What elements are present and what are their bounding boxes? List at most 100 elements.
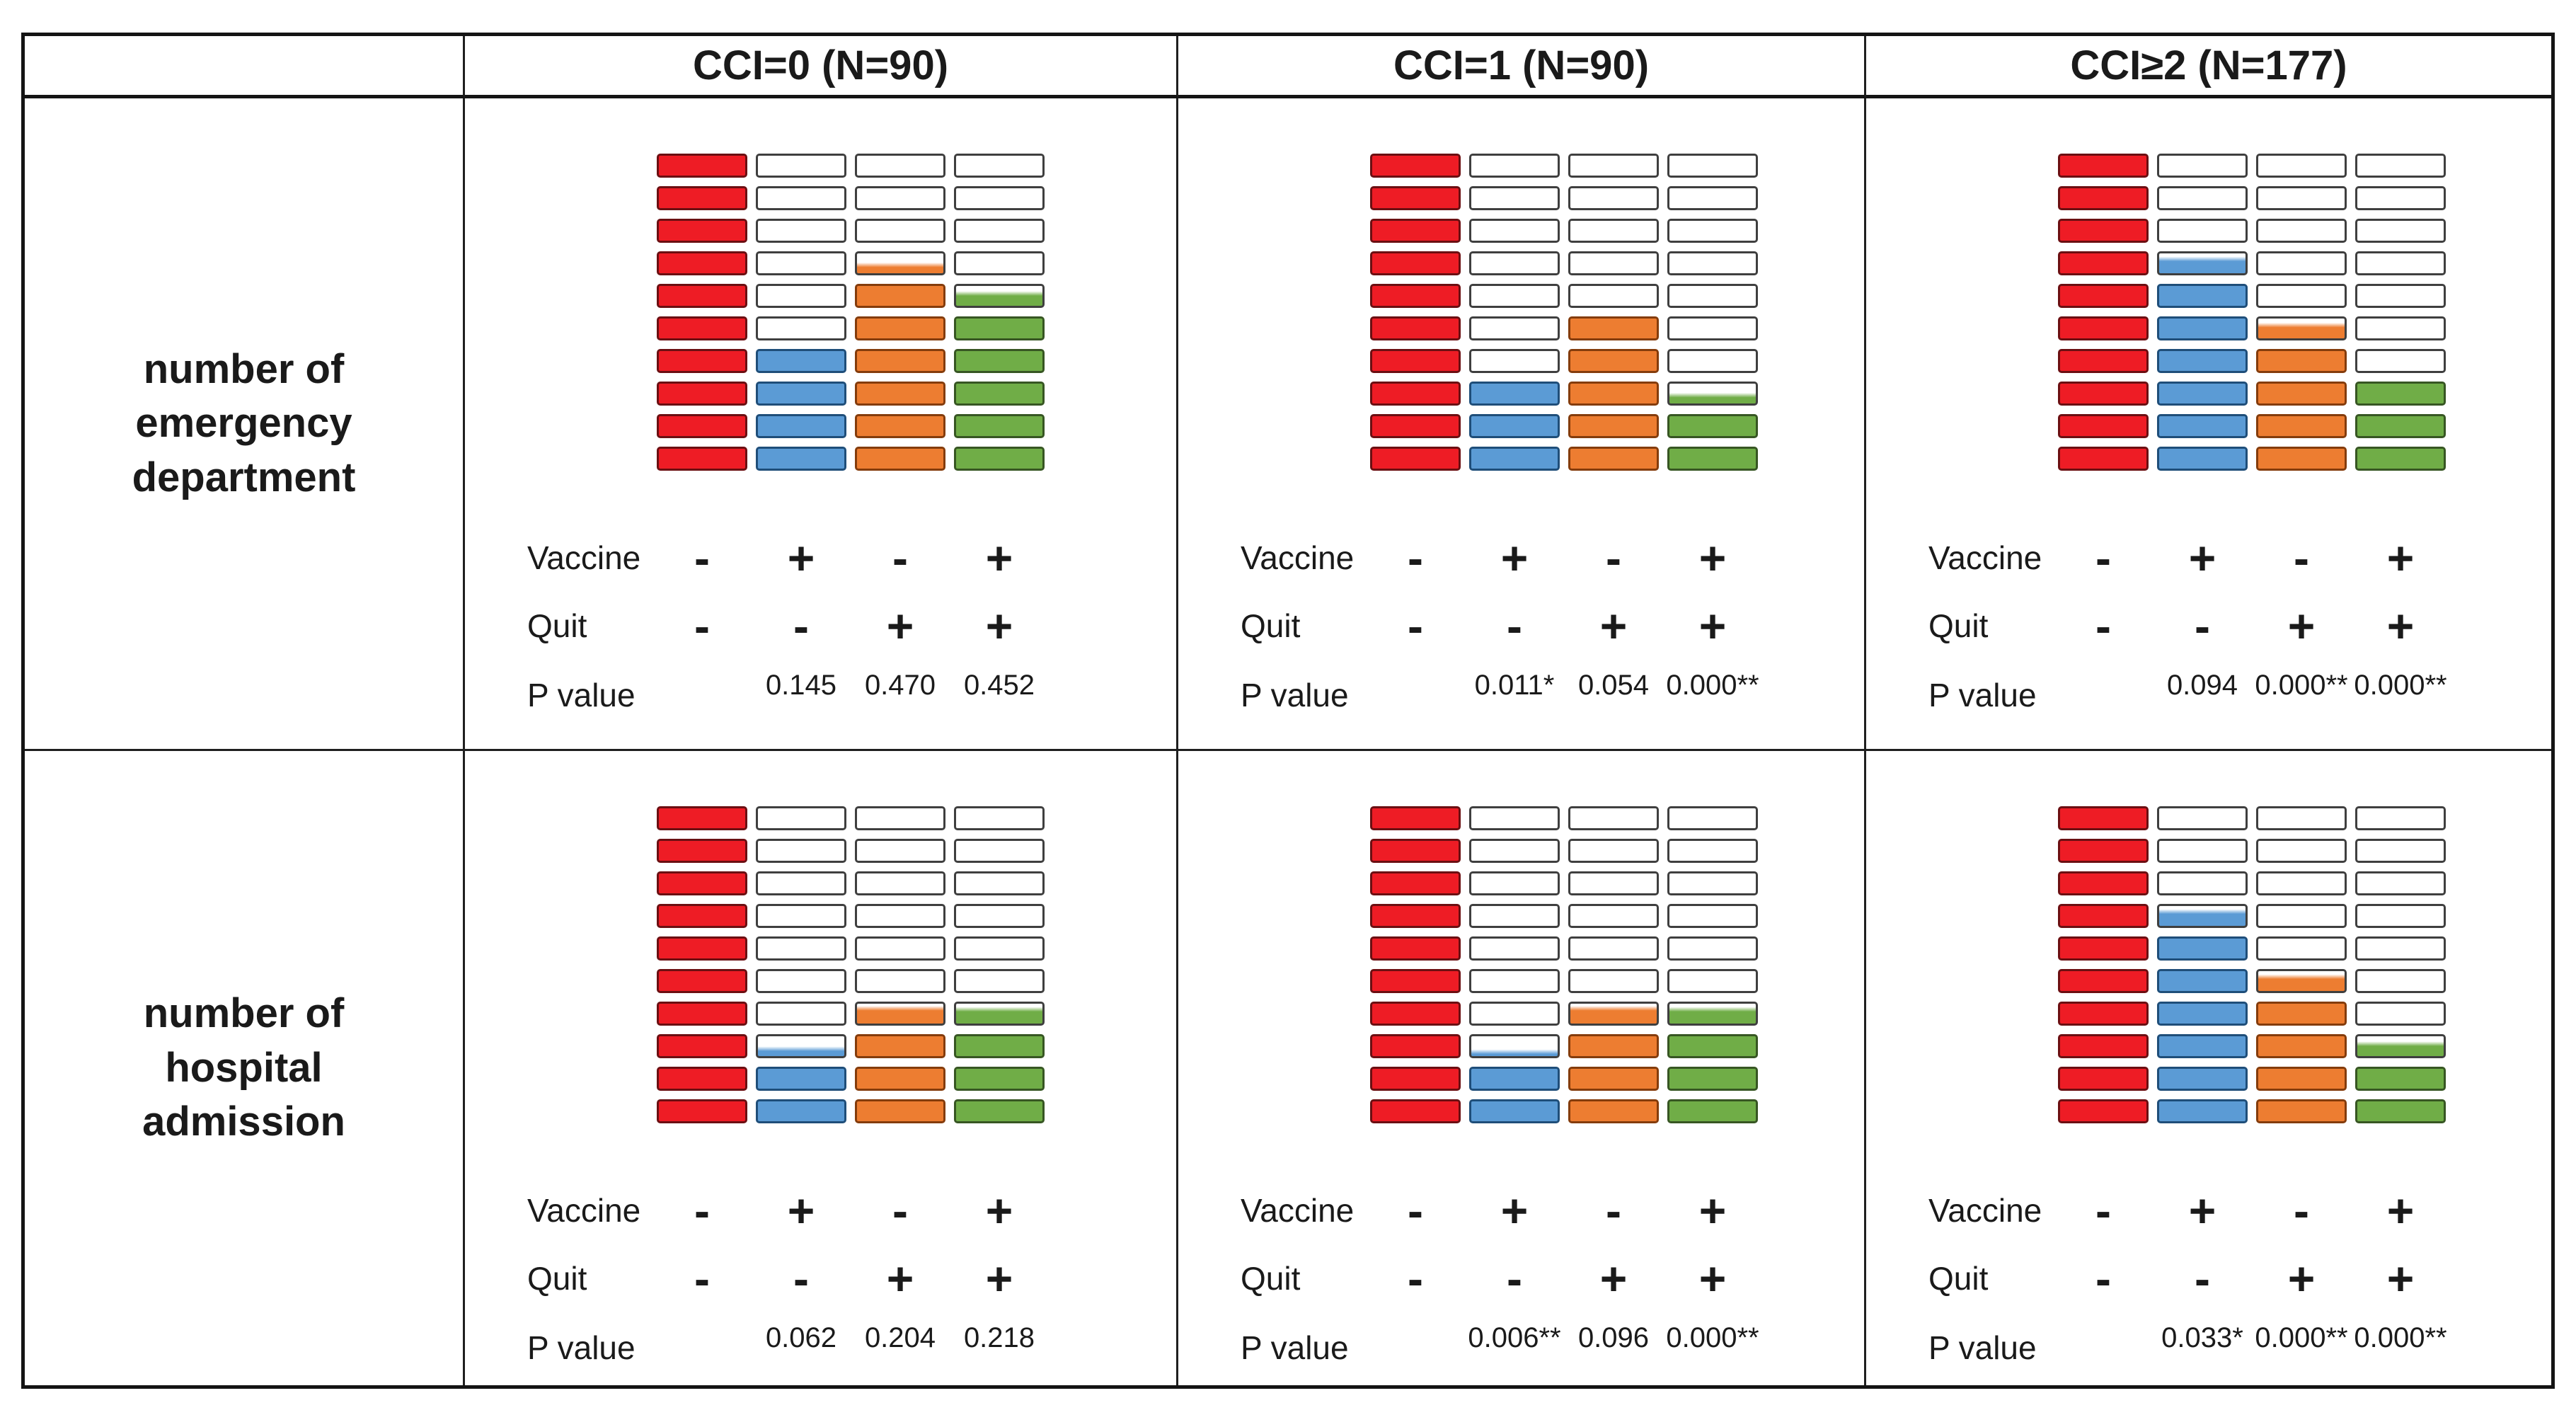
quit-sign: +	[886, 1252, 914, 1305]
pvalue-row-label: P value	[1928, 677, 2037, 714]
quit-row-label: Quit	[1928, 1260, 1989, 1297]
p-value: 0.000**	[2354, 670, 2447, 701]
quit-sign: -	[1507, 600, 1522, 652]
icon-rect	[1667, 871, 1758, 895]
icon-rect	[1667, 219, 1758, 243]
quit-sign: -	[2095, 600, 2111, 652]
icon-rect	[2256, 251, 2347, 275]
stack-green	[1663, 98, 1762, 524]
icon-rect	[2058, 904, 2149, 928]
icon-rect	[855, 871, 945, 895]
icon-rect	[2256, 1034, 2347, 1058]
icon-rect	[657, 186, 747, 210]
cell-grid: - - + - 0.033* - +0.000** + +0.000** Vaccine Quit P…	[1866, 751, 2551, 1383]
column-header-cci0: CCI=0 (N=90)	[465, 36, 1178, 98]
vaccine-sign: -	[694, 1184, 710, 1237]
p-value: 0.470	[864, 670, 936, 701]
icon-rect	[2157, 186, 2248, 210]
stack-blue	[1465, 751, 1564, 1176]
pvalue-row-label: P value	[1241, 1329, 1349, 1366]
stack-orange	[1564, 98, 1663, 524]
icon-rect	[1568, 1034, 1659, 1058]
icon-rect	[1469, 904, 1560, 928]
stack-red	[2054, 751, 2153, 1176]
icon-rect	[1469, 871, 1560, 895]
icon-rect	[756, 904, 846, 928]
icon-rect	[2157, 936, 2248, 961]
icon-rect	[2058, 936, 2149, 961]
icon-rect	[2058, 251, 2149, 275]
icon-rect	[657, 154, 747, 178]
icon-rect	[657, 382, 747, 406]
icon-rect	[1370, 1034, 1461, 1058]
icon-rect	[756, 154, 846, 178]
icon-rect	[855, 1002, 945, 1026]
icon-rect	[756, 316, 846, 340]
icon-rect	[1469, 969, 1560, 993]
icon-rect	[1667, 904, 1758, 928]
icon-rect	[954, 316, 1045, 340]
icon-rect	[2058, 969, 2149, 993]
icon-rect	[2157, 251, 2248, 275]
icon-rect	[1370, 251, 1461, 275]
icon-rect	[954, 1067, 1045, 1091]
icon-rect	[756, 414, 846, 438]
icon-rect	[954, 251, 1045, 275]
icon-rect	[2058, 382, 2149, 406]
icon-rect	[2256, 284, 2347, 308]
icon-rect	[2157, 447, 2248, 471]
vaccine-row-label: Vaccine	[1928, 539, 2042, 576]
stack-blue	[2153, 98, 2252, 524]
vaccine-sign: -	[1408, 1184, 1423, 1237]
p-value: 0.000**	[2255, 670, 2348, 701]
icon-rect	[2256, 936, 2347, 961]
icon-rect	[1568, 186, 1659, 210]
p-value: 0.054	[1577, 670, 1650, 701]
vaccine-sign: +	[985, 1184, 1013, 1237]
quit-sign: -	[694, 600, 710, 652]
icon-rect	[2256, 1002, 2347, 1026]
icon-rect	[756, 186, 846, 210]
icon-rect	[2157, 284, 2248, 308]
icon-rect	[1568, 969, 1659, 993]
icon-rect	[657, 1002, 747, 1026]
icon-rect	[954, 969, 1045, 993]
vaccine-sign: +	[2386, 532, 2415, 584]
stack-orange	[1564, 751, 1663, 1176]
icon-rect	[1667, 154, 1758, 178]
icon-rect	[1568, 251, 1659, 275]
icon-rect	[1469, 1099, 1560, 1123]
icon-rect	[2355, 839, 2446, 863]
icon-rect	[2157, 316, 2248, 340]
icon-rect	[756, 382, 846, 406]
icon-rect	[657, 1099, 747, 1123]
icon-rect	[1469, 447, 1560, 471]
vaccine-sign: +	[1698, 1184, 1727, 1237]
icon-rect	[1370, 219, 1461, 243]
icon-rect	[2355, 904, 2446, 928]
quit-sign: +	[985, 600, 1013, 652]
icon-rect	[1370, 1099, 1461, 1123]
cell-grid: - - + - 0.145 - +0.470 + +0.452 Vaccine Quit P valu…	[465, 98, 1176, 730]
icon-rect	[1370, 1002, 1461, 1026]
icon-rect	[2157, 871, 2248, 895]
p-value: 0.062	[765, 1322, 837, 1353]
icon-rect	[657, 1034, 747, 1058]
pvalue-row-label: P value	[1928, 1329, 2037, 1366]
icon-rect	[1469, 251, 1560, 275]
p-value: 0.204	[864, 1322, 936, 1353]
vaccine-sign: -	[2294, 1184, 2309, 1237]
icon-rect	[1568, 871, 1659, 895]
icon-rect	[1667, 284, 1758, 308]
vaccine-row-label: Vaccine	[1241, 539, 1355, 576]
quit-sign: +	[886, 600, 914, 652]
icon-rect	[855, 349, 945, 373]
icon-rect	[2058, 316, 2149, 340]
icon-rect	[1370, 186, 1461, 210]
icon-rect	[2058, 1002, 2149, 1026]
stack-red	[1366, 98, 1465, 524]
icon-rect	[1469, 936, 1560, 961]
vaccine-row-label: Vaccine	[1241, 1192, 1355, 1229]
p-value: 0.000**	[2354, 1322, 2447, 1353]
vaccine-sign: +	[787, 1184, 815, 1237]
